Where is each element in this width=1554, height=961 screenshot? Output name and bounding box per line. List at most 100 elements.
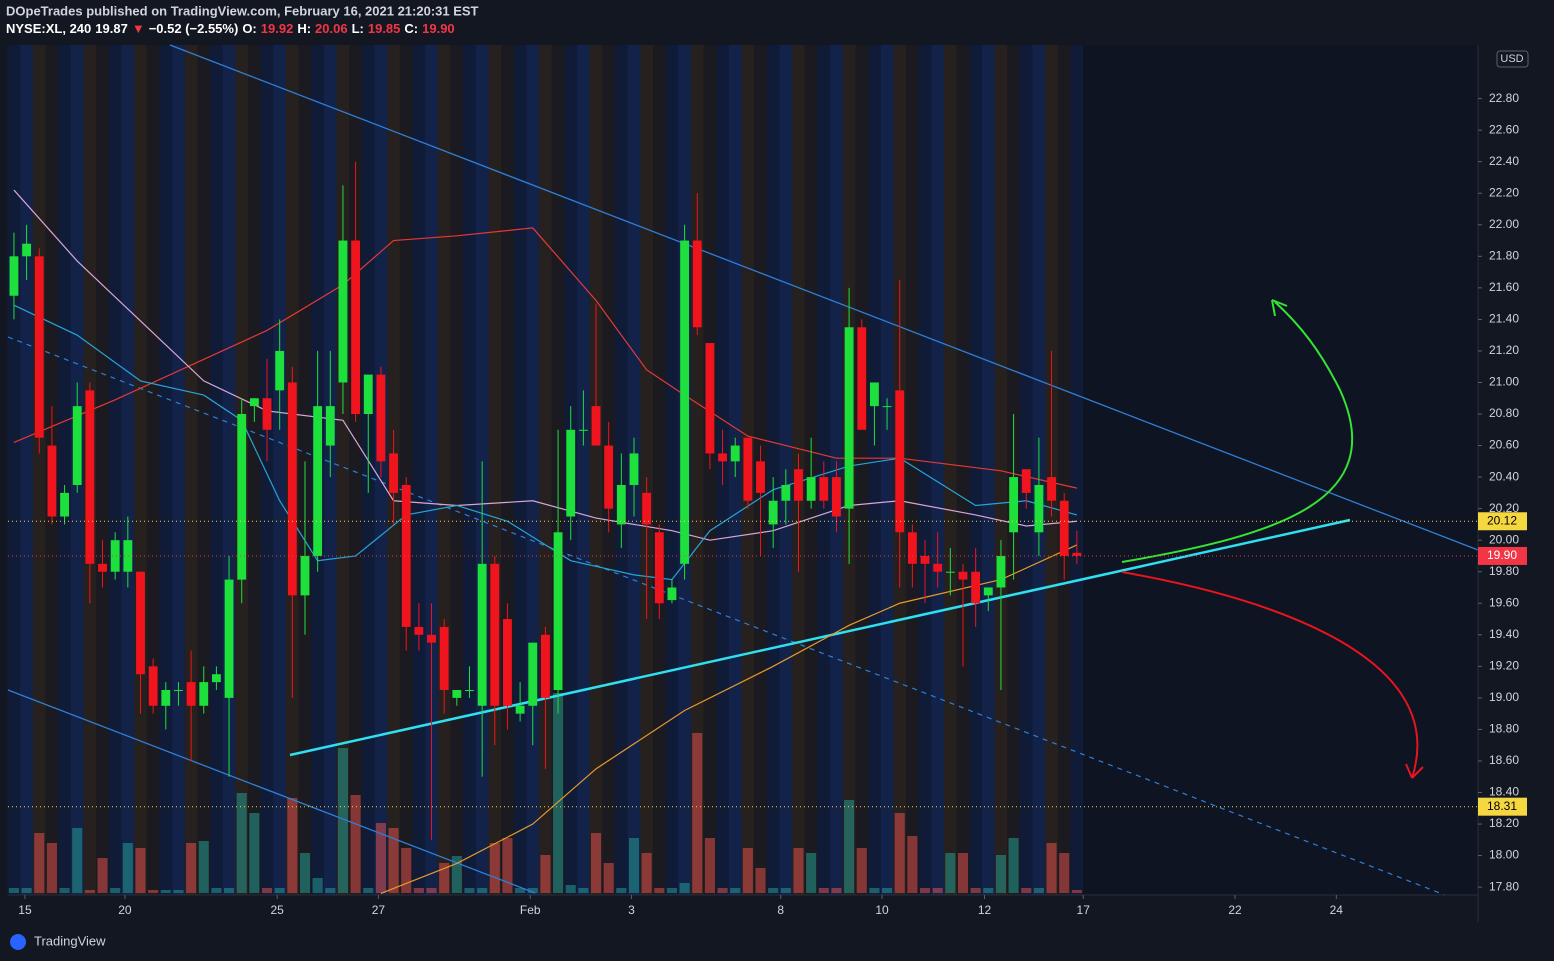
logo [10,934,26,950]
session-stripe [450,45,464,895]
volume-bar [1033,888,1044,893]
session-stripe [412,45,426,895]
candle-body [72,406,82,485]
candle-body [313,406,323,556]
candle-body [186,682,196,706]
candle-body [325,406,335,446]
volume-bar [856,848,867,893]
volume-bar [780,888,791,893]
y-tick-label: 20.00 [1489,532,1519,546]
moving-average [13,227,1078,489]
candle-body [654,532,664,604]
session-stripe [399,45,413,895]
candle-body [768,500,778,525]
legend-item: 19.85 [368,21,401,36]
candle-body [249,398,259,407]
session-stripe [184,45,198,895]
legend-item: 19.87 [95,21,128,36]
x-tick-label: 10 [875,903,889,917]
volume-bar [186,843,197,893]
volume-bar [768,888,779,893]
candle-body [540,634,550,698]
currency-box [1496,50,1529,68]
candle-body [427,634,436,643]
volume-bar [919,888,931,893]
y-tick-label: 19.20 [1489,659,1519,673]
candle-body [958,571,968,580]
volume-bar [325,888,336,893]
session-stripe [134,45,147,895]
candle-body [857,327,867,430]
session-stripe [159,45,173,895]
candle-body [629,453,639,485]
volume-bar [59,888,70,893]
candle-body [692,240,702,328]
volume-bar [439,863,450,893]
candle-body [515,705,525,714]
candle-body [465,689,474,691]
session-stripe [463,45,476,895]
candle-body [414,626,424,635]
session-stripe [32,45,46,895]
candle-body [832,477,841,517]
x-tick-label: 27 [372,903,386,917]
currency: USD [1500,53,1523,65]
session-stripe [260,45,274,895]
x-tick-label: 8 [777,903,784,917]
candle-body [275,350,285,391]
candle-body [667,587,677,601]
volume-bar [818,888,829,893]
volume-bar [907,836,918,893]
price-label: 20.12 [1487,513,1517,527]
session-stripe [248,45,261,895]
y-tick-label: 20.60 [1489,438,1519,452]
volume-bar [8,888,20,893]
y-tick-label: 19.60 [1489,595,1519,609]
candle-body [224,579,234,698]
legend-item: O: [242,21,256,36]
candle-body [882,406,892,408]
price-label: 19.90 [1487,548,1517,562]
candle-body [477,563,487,706]
volume-bar [198,841,209,893]
volume-bar [945,853,956,893]
candle-body [1034,484,1044,533]
volume-bar [565,885,576,893]
candle-body [174,689,183,691]
candle-body [363,374,373,415]
legend-item: L: [352,21,364,36]
y-tick-label: 21.80 [1489,248,1519,262]
volume-bar [869,888,880,893]
candle-body [730,445,740,462]
candle-body [22,243,32,257]
volume-bar [717,888,728,893]
volume-bar [97,858,108,893]
candle-body [591,406,601,446]
candle-body [389,453,398,493]
volume-bar [211,888,222,893]
session-stripe [703,45,717,895]
y-tick-label: 22.20 [1489,185,1519,199]
y-tick-label: 17.80 [1489,879,1519,893]
session-stripe [146,45,160,895]
session-stripe [501,45,514,895]
volume-bar [515,888,526,893]
y-tick-label: 20.20 [1489,501,1519,515]
candle-body [300,555,310,596]
trend-line [7,689,536,894]
candle-body [503,619,512,706]
volume-bar [477,888,488,893]
session-stripe [58,45,71,895]
y-tick-label: 19.00 [1489,690,1519,704]
session-stripe [513,45,527,895]
x-tick-label: 22 [1228,903,1242,917]
volume-bar [882,888,893,893]
candle-body [452,689,462,698]
candle-body [604,445,614,509]
session-stripe [652,45,666,895]
candle-body [136,571,145,675]
volume-bar [641,853,652,893]
session-stripe [868,45,881,895]
volume-bar [932,888,943,893]
